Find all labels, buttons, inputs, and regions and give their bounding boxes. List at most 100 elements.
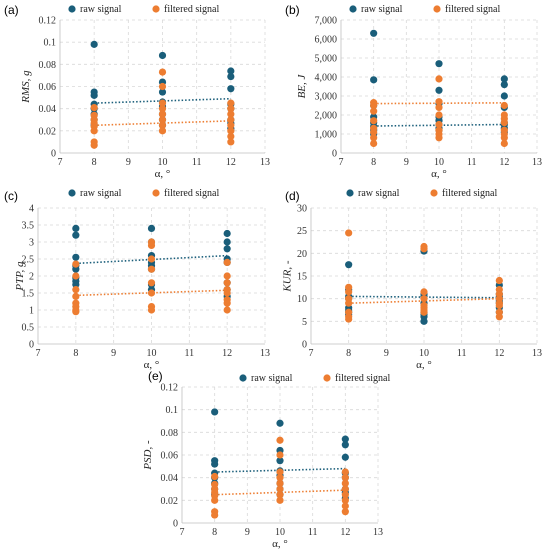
panel-label: (b) (285, 3, 300, 17)
filtered-data-point (276, 451, 284, 459)
raw-data-point (158, 51, 167, 60)
filtered-data-point (223, 299, 231, 307)
raw-trend-line (373, 123, 505, 127)
x-tick-label: 7 (309, 348, 314, 359)
panel-label: (e) (148, 369, 163, 383)
legend-raw-marker (346, 189, 354, 197)
raw-data-point (223, 245, 231, 253)
filtered-data-point (495, 313, 503, 321)
filtered-data-point (341, 468, 349, 476)
filtered-data-point (90, 103, 98, 112)
y-tick-label: 25 (297, 226, 307, 237)
filtered-data-point (90, 141, 98, 149)
legend-filtered-marker (430, 189, 438, 197)
legend-filtered-label: filtered signal (335, 373, 390, 384)
filtered-data-point (345, 299, 353, 307)
raw-data-point (500, 75, 508, 83)
x-axis-label: α, ° (155, 168, 171, 180)
x-tick-label: 8 (346, 348, 351, 359)
filtered-data-point (370, 107, 378, 115)
y-tick-label: 0.5 (22, 323, 35, 334)
raw-data-point (370, 29, 378, 37)
y-tick-label: 2.5 (22, 255, 35, 266)
raw-data-point (223, 229, 231, 238)
filtered-data-point (276, 436, 284, 444)
filtered-data-point (223, 289, 231, 297)
y-tick-label: 0.12 (39, 16, 57, 27)
filtered-data-point (158, 105, 167, 113)
chart-panel-4: 0 5 10 15 20 25 30 7 8 9 10 11 12 13 α, ° KUR, - (d) raw … (282, 188, 542, 371)
filtered-data-point (72, 272, 80, 280)
filtered-data-point (227, 99, 235, 107)
filtered-data-point (147, 255, 156, 263)
x-tick-label: 7 (36, 348, 41, 359)
x-tick-label: 8 (92, 157, 97, 168)
x-tick-label: 10 (419, 348, 429, 359)
raw-data-point (276, 457, 284, 465)
y-tick-label: 0 (302, 340, 307, 351)
x-axis-label: α, ° (272, 538, 288, 550)
legend-raw-label: raw signal (80, 188, 122, 199)
filtered-data-point (223, 258, 231, 266)
filtered-data-point (495, 301, 503, 310)
y-tick-label: 0.02 (161, 496, 179, 507)
x-tick-label: 9 (111, 348, 116, 359)
y-tick-label: 5 (302, 317, 307, 328)
y-tick-label: 6,000 (315, 35, 338, 46)
filtered-data-point (147, 279, 156, 287)
y-tick-label: 0.06 (161, 451, 179, 462)
y-tick-label: 3.5 (22, 221, 35, 232)
x-tick-label: 10 (158, 157, 168, 168)
filtered-data-point (345, 315, 353, 323)
filtered-data-point (345, 288, 353, 296)
raw-data-point (72, 280, 80, 289)
x-tick-label: 13 (532, 157, 542, 168)
filtered-data-point (341, 502, 349, 510)
filtered-data-point (420, 288, 428, 296)
x-tick-label: 8 (212, 527, 217, 538)
x-tick-label: 9 (404, 157, 409, 168)
legend-raw-label: raw signal (80, 4, 122, 15)
x-tick-label: 11 (185, 348, 195, 359)
filtered-data-point (147, 265, 156, 273)
x-tick-label: 7 (339, 157, 344, 168)
x-tick-label: 13 (532, 348, 542, 359)
raw-data-point (227, 85, 235, 93)
y-tick-label: 3 (29, 238, 34, 249)
x-tick-label: 12 (499, 157, 509, 168)
y-axis-label: RMS, g (20, 70, 32, 104)
panel-label: (a) (4, 3, 19, 17)
y-axis-label: BE, J (296, 73, 308, 98)
x-tick-label: 12 (494, 348, 504, 359)
filtered-data-point (223, 306, 231, 314)
filtered-data-point (341, 508, 349, 516)
x-tick-label: 11 (457, 348, 467, 359)
legend-filtered-label: filtered signal (164, 188, 219, 199)
raw-data-point (227, 67, 235, 75)
filtered-data-point (495, 276, 503, 285)
y-tick-label: 7,000 (315, 16, 338, 27)
legend-filtered-marker (323, 374, 331, 382)
x-axis-label: α, ° (144, 359, 160, 371)
filtered-data-point (147, 306, 156, 314)
y-tick-label: 0.08 (161, 428, 179, 439)
y-axis-label: PSD, - (142, 440, 154, 471)
filtered-data-point (158, 127, 167, 135)
filtered-data-point (227, 105, 235, 113)
raw-data-point (227, 72, 235, 81)
x-tick-label: 12 (226, 157, 236, 168)
x-tick-label: 9 (126, 157, 131, 168)
x-tick-label: 10 (275, 527, 285, 538)
panel-label: (d) (285, 189, 300, 203)
filtered-data-point (158, 110, 167, 118)
filtered-data-point (435, 134, 443, 142)
y-tick-label: 5,000 (315, 54, 338, 65)
legend-filtered-marker (152, 5, 160, 13)
filtered-data-point (158, 68, 167, 76)
filtered-trend-line (373, 102, 505, 105)
raw-data-point (500, 81, 508, 89)
y-tick-label: 1.5 (22, 289, 35, 300)
filtered-data-point (276, 468, 284, 476)
raw-trend-line (348, 295, 500, 299)
filtered-data-point (72, 308, 80, 316)
